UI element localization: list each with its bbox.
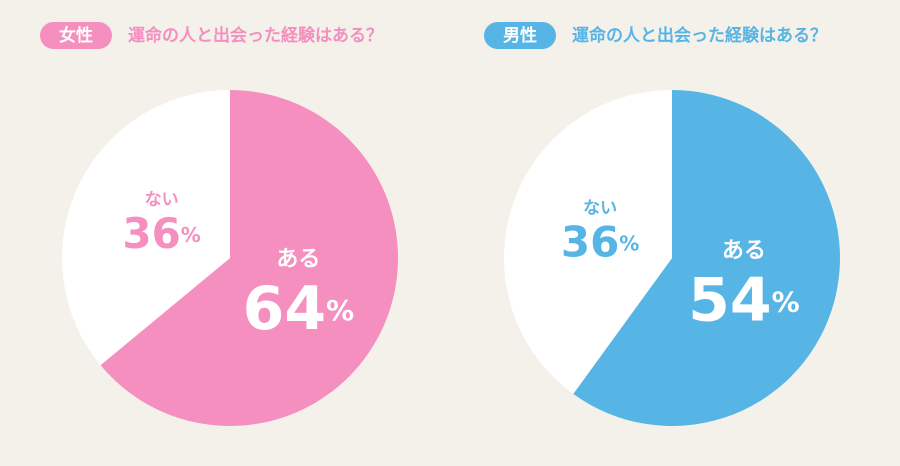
value-number: 64 [243, 274, 327, 344]
tag-pill [484, 22, 556, 49]
tag-pill [40, 22, 112, 49]
value-label: 64% [243, 274, 355, 344]
slice-name: ない [145, 190, 179, 210]
value-number: 54 [688, 265, 772, 335]
chart-title: 運命の人と出会った経験はある？ [128, 25, 383, 46]
value-unit: % [619, 231, 639, 255]
value-unit: % [181, 222, 201, 246]
slice-name: ある [276, 247, 320, 272]
value-label: 36% [122, 208, 201, 257]
tag: 女性 [59, 25, 93, 46]
pie-slice [573, 90, 840, 426]
slice-name: ある [722, 238, 766, 263]
tag: 男性 [503, 25, 537, 46]
value-number: 36 [561, 217, 619, 266]
slice-name: ない [583, 199, 617, 219]
value-label: 36% [561, 217, 640, 266]
chart-title: 運命の人と出会った経験はある？ [572, 25, 827, 46]
value-unit: % [326, 294, 354, 327]
pie-slice [100, 90, 398, 427]
pie-slice [504, 90, 672, 394]
pie-slice [62, 90, 230, 366]
value-unit: % [772, 285, 800, 318]
value-number: 36 [122, 208, 180, 257]
value-label: 54% [688, 265, 800, 335]
